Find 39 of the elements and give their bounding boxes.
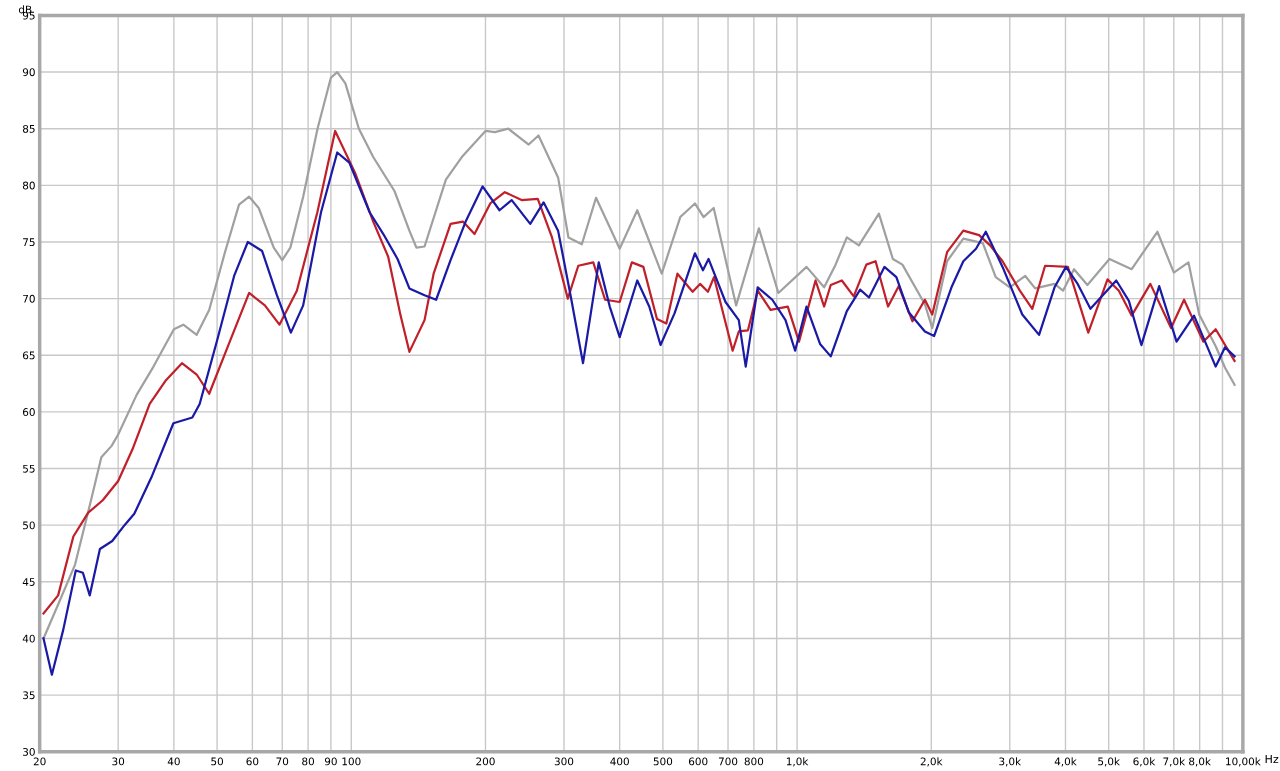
x-axis-title: Hz: [1265, 755, 1279, 764]
x-tick-label: 1,0k: [786, 757, 809, 767]
y-tick-label: 60: [22, 408, 35, 416]
x-tick-label: 800: [744, 757, 764, 766]
y-tick-label: 90: [22, 68, 35, 77]
x-tick-label: 10,00k: [1226, 757, 1261, 767]
x-tick-label: 90: [324, 757, 337, 766]
x-tick-label: 500: [653, 757, 673, 766]
x-tick-label: 30: [112, 757, 125, 766]
x-tick-label: 300: [554, 757, 574, 766]
y-tick-label: 70: [23, 294, 35, 303]
y-tick-label: 45: [22, 578, 35, 586]
x-tick-label: 700: [718, 757, 738, 766]
x-tick-label: 7,0k: [1163, 757, 1186, 767]
x-tick-label: 400: [610, 757, 629, 766]
y-tick-label: 40: [22, 634, 35, 643]
y-tick-label: 55: [23, 464, 35, 473]
x-tick-label: 60: [246, 757, 259, 766]
y-tick-label: 75: [23, 238, 35, 247]
y-tick-label: 65: [22, 351, 35, 360]
y-tick-label: 35: [23, 691, 35, 700]
x-tick-label: 70: [276, 757, 289, 766]
x-tick-label: 8,0k: [1189, 757, 1211, 767]
y-tick-label: 85: [22, 124, 35, 133]
x-tick-label: 2,0k: [920, 757, 943, 767]
x-tick-label: 20: [33, 757, 46, 766]
y-tick-label: 50: [23, 521, 35, 530]
x-tick-label: 80: [302, 757, 315, 766]
x-tick-label: 600: [688, 757, 708, 766]
y-tick-label: 80: [22, 181, 35, 190]
y-tick-label: 30: [23, 747, 35, 756]
x-tick-label: 5,0k: [1098, 757, 1120, 767]
x-tick-label: 100: [342, 757, 361, 766]
x-tick-label: 6,0k: [1133, 757, 1156, 767]
x-tick-label: 200: [476, 757, 495, 766]
x-tick-label: 3,0k: [999, 757, 1022, 767]
x-tick-label: 50: [211, 757, 224, 766]
x-tick-label: 40: [167, 757, 180, 766]
x-tick-label: 4,0k: [1054, 757, 1077, 767]
